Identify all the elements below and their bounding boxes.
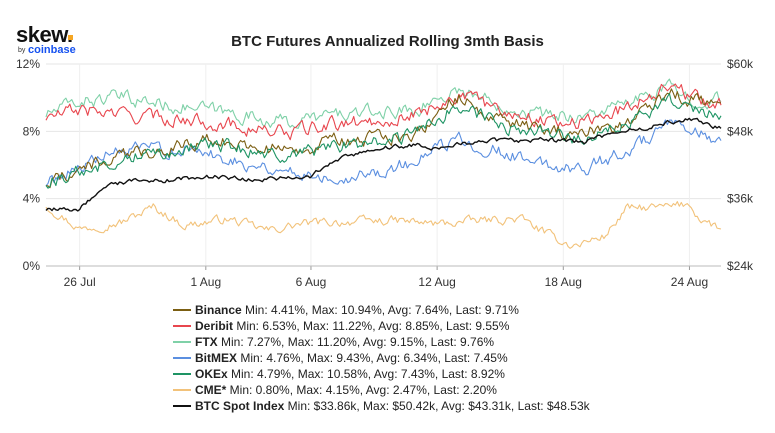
logo-wordmark: skew. [16,22,73,47]
legend-series-name: BTC Spot Index [195,399,288,413]
legend-series-stats: Min: 4.76%, Max: 9.43%, Avg: 6.34%, Last… [240,351,508,365]
legend-series-stats: Min: 4.79%, Max: 10.58%, Avg: 7.43%, Las… [231,367,505,381]
legend-series-stats: Min: 4.41%, Max: 10.94%, Avg: 7.64%, Las… [245,303,519,317]
legend-item[interactable]: FTX Min: 7.27%, Max: 11.20%, Avg: 9.15%,… [173,334,590,350]
legend-swatch [173,340,191,343]
x-tick-label: 24 Aug [671,275,708,289]
legend-series-name: FTX [195,335,221,349]
y-left-tick-label: 12% [16,57,40,71]
logo-by-text: by [18,47,26,54]
legend-swatch [173,372,191,375]
legend-swatch [173,388,191,391]
series-line-deribit [45,83,722,141]
x-tick-label: 12 Aug [418,275,455,289]
y-left-tick-label: 4% [23,192,41,206]
series-line-btc-spot-index [45,117,722,212]
legend-item[interactable]: BitMEX Min: 4.76%, Max: 9.43%, Avg: 6.34… [173,350,590,366]
legend-series-stats: Min: 0.80%, Max: 4.15%, Avg: 2.47%, Last… [229,383,497,397]
skew-logo: skew. by coinbase [14,22,94,62]
legend-swatch [173,324,191,327]
legend-item[interactable]: Binance Min: 4.41%, Max: 10.94%, Avg: 7.… [173,302,590,318]
logo-dot-mark [68,35,73,40]
legend-item[interactable]: BTC Spot Index Min: $33.86k, Max: $50.42… [173,398,590,414]
legend-series-name: CME* [195,383,230,397]
legend-item[interactable]: OKEx Min: 4.79%, Max: 10.58%, Avg: 7.43%… [173,366,590,382]
legend-swatch [173,356,191,359]
legend-item[interactable]: Deribit Min: 6.53%, Max: 11.22%, Avg: 8.… [173,318,590,334]
chart-title: BTC Futures Annualized Rolling 3mth Basi… [231,33,544,50]
y-right-tick-label: $60k [727,57,754,71]
x-tick-label: 26 Jul [64,275,96,289]
y-right-tick-label: $24k [727,259,754,273]
legend-swatch [173,404,191,407]
legend-series-stats: Min: 6.53%, Max: 11.22%, Avg: 8.85%, Las… [236,319,510,333]
legend-series-name: Binance [195,303,246,317]
logo-brand-text: coinbase [28,44,76,56]
legend-series-stats: Min: $33.86k, Max: $50.42k, Avg: $43.31k… [287,399,590,413]
x-tick-label: 1 Aug [190,275,221,289]
y-right-tick-label: $48k [727,124,754,138]
y-left-tick-label: 8% [23,124,41,138]
legend-series-name: OKEx [195,367,232,381]
x-tick-label: 18 Aug [545,275,582,289]
y-left-tick-label: 0% [23,259,41,273]
legend-series-name: BitMEX [195,351,241,365]
legend-series-name: Deribit [195,319,237,333]
chart-legend: Binance Min: 4.41%, Max: 10.94%, Avg: 7.… [173,302,590,414]
legend-item[interactable]: CME* Min: 0.80%, Max: 4.15%, Avg: 2.47%,… [173,382,590,398]
series-line-cme [45,201,722,249]
x-tick-label: 6 Aug [296,275,327,289]
series-line-okex [45,92,722,189]
basis-chart: 12% 8% 4% 0% $60k $48k $36k $24k 26 Jul 1 Aug 6 Au… [16,57,754,289]
legend-series-stats: Min: 7.27%, Max: 11.20%, Avg: 9.15%, Las… [221,335,495,349]
y-right-tick-label: $36k [727,192,754,206]
series-line-ftx [45,78,722,129]
series-line-binance [45,88,722,189]
legend-swatch [173,308,191,311]
series-line-bitmex [45,119,722,187]
